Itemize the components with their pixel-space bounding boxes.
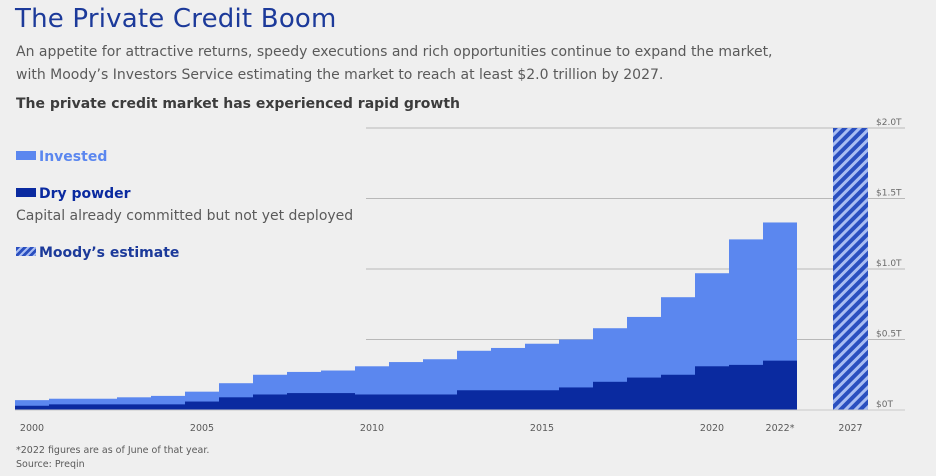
bar-dry-powder xyxy=(83,404,117,410)
page-title: The Private Credit Boom xyxy=(15,4,337,34)
bar-dry-powder xyxy=(219,397,253,410)
legend-invested: Invested xyxy=(16,149,107,165)
legend-dry-powder: Dry powder xyxy=(16,186,131,202)
bar-dry-powder xyxy=(321,393,355,410)
bar-dry-powder xyxy=(355,394,389,410)
x-tick-label: 2010 xyxy=(360,423,384,434)
bar-dry-powder xyxy=(627,377,661,410)
bar-dry-powder xyxy=(423,394,457,410)
bar-dry-powder xyxy=(389,394,423,410)
legend-label-dry-powder: Dry powder xyxy=(39,186,131,202)
chart-heading: The private credit market has experience… xyxy=(16,96,460,112)
legend-swatch-dry-powder xyxy=(16,188,36,197)
bar-dry-powder xyxy=(593,381,627,410)
bar-dry-powder xyxy=(729,364,763,410)
bar-dry-powder xyxy=(117,404,151,410)
bar-dry-powder xyxy=(287,393,321,410)
bar-invested xyxy=(15,400,49,410)
legend-label-estimate: Moody’s estimate xyxy=(39,245,180,261)
y-tick-label: $1.0T xyxy=(876,259,902,269)
x-tick-label: 2015 xyxy=(530,423,554,434)
bar-estimate xyxy=(833,128,868,410)
x-tick-label: 2005 xyxy=(190,423,214,434)
bar-dry-powder xyxy=(559,387,593,410)
legend-swatch-estimate xyxy=(16,247,36,256)
bar-dry-powder xyxy=(525,390,559,410)
bar-dry-powder xyxy=(491,390,525,410)
bar-dry-powder xyxy=(763,360,797,410)
x-tick-label: 2000 xyxy=(20,423,44,434)
bar-dry-powder xyxy=(151,404,185,410)
bar-dry-powder xyxy=(695,366,729,410)
x-tick-label: 2022* xyxy=(766,423,795,434)
source-note: Source: Preqin xyxy=(16,459,85,470)
x-tick-label: 2027 xyxy=(838,423,862,434)
bar-dry-powder xyxy=(253,394,287,410)
footnote: *2022 figures are as of June of that yea… xyxy=(16,445,210,456)
y-tick-label: $2.0T xyxy=(876,118,902,128)
legend-swatch-invested xyxy=(16,151,36,160)
legend-dry-powder-note: Capital already committed but not yet de… xyxy=(16,208,354,224)
x-tick-label: 2020 xyxy=(700,423,724,434)
subtitle-line-1: An appetite for attractive returns, spee… xyxy=(16,44,773,60)
legend-label-invested: Invested xyxy=(39,149,108,165)
subtitle-line-2: with Moody’s Investors Service estimatin… xyxy=(16,67,664,83)
bar-dry-powder xyxy=(185,401,219,410)
legend-estimate: Moody’s estimate xyxy=(16,245,179,261)
y-tick-label: $1.5T xyxy=(876,189,902,199)
bar-dry-powder xyxy=(457,390,491,410)
y-tick-label: $0.5T xyxy=(876,330,902,340)
bar-dry-powder xyxy=(661,374,695,410)
bar-dry-powder xyxy=(49,404,83,410)
bar-dry-powder xyxy=(15,405,49,410)
y-tick-label: $0T xyxy=(876,400,893,410)
